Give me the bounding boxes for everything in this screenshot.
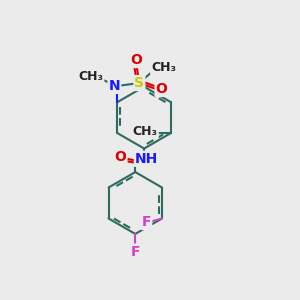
Text: O: O — [130, 53, 142, 67]
Text: N: N — [109, 79, 120, 93]
Text: F: F — [131, 244, 141, 259]
Text: O: O — [156, 82, 167, 96]
Text: NH: NH — [135, 152, 158, 166]
Text: S: S — [134, 76, 144, 90]
Text: CH₃: CH₃ — [78, 70, 103, 83]
Text: CH₃: CH₃ — [151, 61, 176, 74]
Text: O: O — [115, 150, 127, 164]
Text: CH₃: CH₃ — [133, 125, 158, 138]
Text: F: F — [142, 215, 151, 229]
